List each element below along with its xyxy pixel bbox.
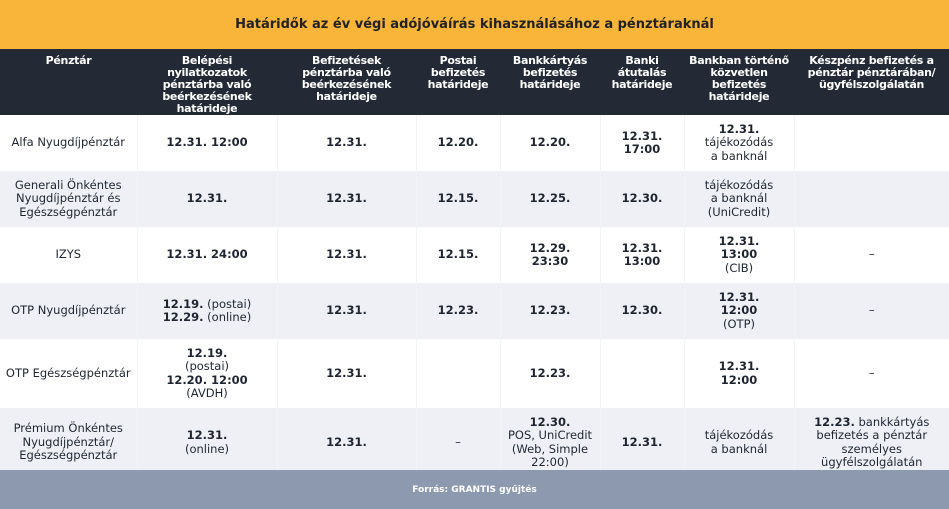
cell-card: 12.25. (500, 171, 601, 227)
cell-card: 12.20. (500, 115, 601, 171)
cell-bank: 12.31. 12:00 (OTP) (684, 283, 795, 339)
cell-bank: tájékozódás a banknál (684, 408, 795, 477)
table-row: Alfa Nyugdíjpénztár 12.31. 12:00 12.31. … (0, 115, 949, 171)
cell-cash (794, 171, 949, 227)
cell-card: 12.23. (500, 339, 601, 408)
cell-entry: 12.31. 24:00 (137, 227, 278, 283)
table-row: Prémium Önkéntes Nyugdíjpénztár/ Egészsé… (0, 408, 949, 477)
cell-postal: – (416, 408, 501, 477)
cell-cash: – (868, 303, 875, 318)
cell-postal: 12.23. (416, 283, 501, 339)
cell-cash: – (868, 247, 875, 262)
table-row: IZYS 12.31. 24:00 12.31. 12.15. 12.29. 2… (0, 227, 949, 283)
cell-cash: – (868, 365, 875, 380)
cell-fund-name: OTP Nyugdíjpénztár (0, 283, 138, 339)
cell-postal: 12.15. (416, 227, 501, 283)
cell-postal: 12.20. (416, 115, 501, 171)
cell-payment: 12.31. (277, 227, 417, 283)
cell-payment: 12.31. (277, 115, 417, 171)
cell-bank: 12.31. tájékozódás a banknál (684, 115, 795, 171)
header-bank-deadline: Bankban történő közvetlen befizetés hatá… (689, 54, 789, 103)
cell-payment: 12.31. (277, 283, 417, 339)
cell-cash (794, 115, 949, 171)
cell-transfer: 12.31. 17:00 (600, 115, 685, 171)
cell-postal (416, 339, 501, 408)
header-card-deadline: Bankkártyás befizetés határideje (512, 54, 588, 91)
cell-payment: 12.31. (277, 339, 417, 408)
cell-entry: 12.31. (137, 171, 278, 227)
title-bar: Határidők az év végi adójóváírás kihaszn… (0, 0, 949, 49)
cell-bank: tájékozódás a banknál (UniCredit) (684, 171, 795, 227)
cell-fund-name: Alfa Nyugdíjpénztár (0, 115, 138, 171)
page-title: Határidők az év végi adójóváírás kihaszn… (235, 17, 714, 32)
source-text: Forrás: GRANTIS gyűjtés (412, 484, 537, 495)
table-header-row: Pénztár Belépési nyilatkozatok pénztárba… (0, 49, 949, 115)
cell-fund-name: IZYS (0, 227, 138, 283)
header-payment-deadline: Befizetések pénztárba való beérkezésének… (301, 54, 392, 103)
cell-transfer: 12.31. 13:00 (600, 227, 685, 283)
cash-date: 12.23. (814, 414, 855, 429)
cell-transfer: 12.30. (600, 283, 685, 339)
cell-bank: 12.31. 13:00 (CIB) (684, 227, 795, 283)
cell-card: 12.23. (500, 283, 601, 339)
cell-card: 12.29. 23:30 (500, 227, 601, 283)
cell-transfer: 12.30. (600, 171, 685, 227)
cell-entry: 12.31. 12:00 (137, 115, 278, 171)
cell-payment: 12.31. (277, 171, 417, 227)
cell-payment: 12.31. (277, 408, 417, 477)
cell-fund-name: Generali Önkéntes Nyugdíjpénztár és Egés… (0, 171, 138, 227)
header-transfer-deadline: Banki átutalás határideje (611, 54, 673, 91)
entry-date: 12.29. (162, 310, 204, 324)
cell-entry: 12.19. (postai) 12.20. 12:00 (AVDH) (137, 339, 278, 408)
cell-transfer: 12.31. (600, 408, 685, 477)
deadline-table: Pénztár Belépési nyilatkozatok pénztárba… (0, 49, 949, 477)
header-entry-deadline: Belépési nyilatkozatok pénztárba való be… (162, 54, 252, 115)
cell-bank: 12.31. 12:00 (684, 339, 795, 408)
table-row: OTP Egészségpénztár 12.19. (postai) 12.2… (0, 339, 949, 408)
cell-fund-name: OTP Egészségpénztár (0, 339, 138, 408)
cell-entry: 12.19. (postai) 12.29. (online) (137, 283, 278, 339)
cell-cash: 12.23. bankkártyás befizetés a pénztár s… (814, 414, 930, 469)
table-row: OTP Nyugdíjpénztár 12.19. (postai) 12.29… (0, 283, 949, 339)
cell-postal: 12.15. (416, 171, 501, 227)
cell-entry: 12.31. (online) (137, 408, 278, 477)
cell-transfer (600, 339, 685, 408)
cell-fund-name: Prémium Önkéntes Nyugdíjpénztár/ Egészsé… (0, 408, 138, 477)
header-postal-deadline: Postai befizetés határideje (427, 54, 489, 91)
source-footer: Forrás: GRANTIS gyűjtés (0, 470, 949, 509)
header-fund: Pénztár (45, 54, 92, 67)
header-cash-deadline: Készpénz befizetés a pénztár pénztárában… (807, 54, 936, 91)
entry-date: 12.19. (162, 296, 204, 311)
cell-card: 12.30. POS, UniCredit (Web, Simple 22:00… (500, 408, 601, 477)
table-row: Generali Önkéntes Nyugdíjpénztár és Egés… (0, 171, 949, 227)
